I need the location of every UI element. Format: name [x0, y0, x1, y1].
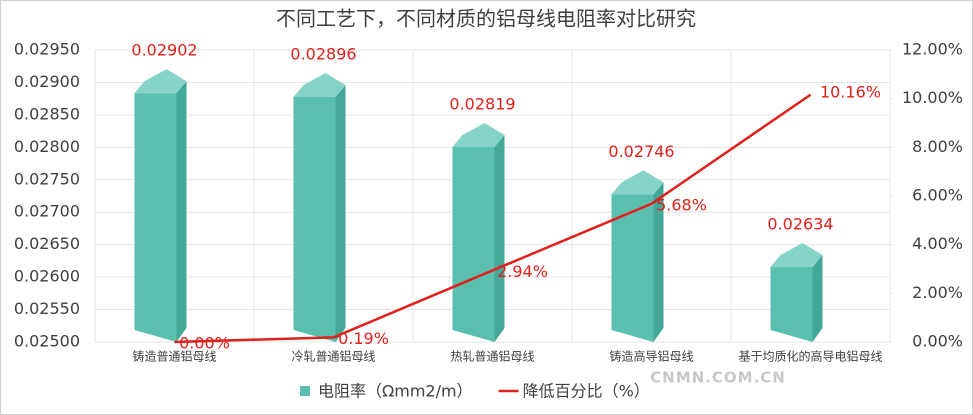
legend-label: 电阻率（Ωmm2/m）	[318, 382, 473, 401]
bar	[770, 243, 823, 342]
data-label: 0.02902	[131, 41, 197, 60]
bar-side	[335, 85, 346, 342]
bar	[611, 170, 664, 342]
y-tick-label: 0.02700	[14, 202, 80, 221]
bar-side	[653, 182, 664, 342]
y2-tick-label: 12.00%	[902, 40, 963, 59]
data-label: 5.68%	[656, 195, 707, 214]
data-label: 0.02634	[767, 215, 833, 234]
bar	[134, 69, 187, 342]
bar-front	[134, 93, 177, 342]
x-tick-label: 基于均质化的高导电铝母线	[738, 349, 882, 364]
bar	[293, 73, 346, 342]
x-tick-label: 热轧普通铝母线	[450, 349, 534, 364]
y-tick-label: 0.02950	[14, 40, 80, 59]
data-label: 0.00%	[179, 334, 230, 353]
bar-side	[176, 81, 187, 342]
y-tick-label: 0.02650	[14, 234, 80, 253]
bar-front	[452, 147, 495, 342]
y-tick-label: 0.02900	[14, 72, 80, 91]
y2-tick-label: 6.00%	[912, 186, 963, 205]
x-tick-label: 冷轧普通铝母线	[291, 349, 375, 364]
y-tick-label: 0.02550	[14, 299, 80, 318]
data-label: 10.16%	[820, 82, 881, 101]
bar-top	[452, 123, 505, 148]
watermark: CNMN.COM.CN	[650, 369, 786, 387]
y2-tick-label: 2.00%	[912, 283, 963, 302]
y-tick-label: 0.02850	[14, 104, 80, 123]
y-tick-label: 0.02800	[14, 137, 80, 156]
y2-tick-label: 8.00%	[912, 137, 963, 156]
bar-front	[770, 267, 813, 342]
y2-tick-label: 4.00%	[912, 234, 963, 253]
bar-side	[494, 135, 505, 342]
bar-top	[293, 73, 346, 98]
legend-swatch	[300, 386, 310, 396]
bar	[452, 123, 505, 342]
bar-side	[812, 255, 823, 342]
chart-title: 不同工艺下，不同材质的铝母线电阻率对比研究	[276, 7, 696, 31]
data-label: 0.02819	[449, 95, 515, 114]
data-label: 0.19%	[338, 329, 389, 348]
bar-top	[611, 170, 664, 195]
x-tick-label: 铸造高导铝母线	[609, 349, 693, 364]
bar-top	[770, 243, 823, 268]
bar-front	[293, 97, 336, 342]
legend-label: 降低百分比（%）	[523, 382, 650, 401]
y2-tick-label: 10.00%	[902, 88, 963, 107]
x-tick-label: 铸造普通铝母线	[132, 349, 216, 364]
line	[174, 93, 812, 344]
data-label: 0.02896	[290, 45, 356, 64]
data-label: 0.02746	[608, 142, 674, 161]
y2-tick-label: 0.00%	[912, 332, 963, 351]
bar-front	[611, 194, 654, 342]
y-tick-label: 0.02750	[14, 169, 80, 188]
y-tick-label: 0.02500	[14, 332, 80, 351]
y-tick-label: 0.02600	[14, 267, 80, 286]
bar-top	[134, 69, 187, 94]
data-label: 2.94%	[497, 262, 548, 281]
